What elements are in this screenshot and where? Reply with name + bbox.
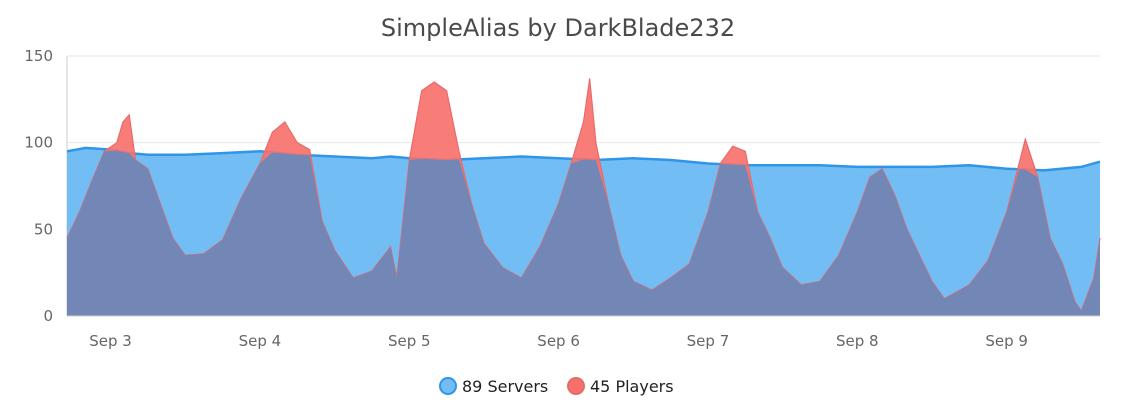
series-overlap-area — [67, 150, 1100, 316]
chart-title: SimpleAlias by DarkBlade232 — [381, 14, 735, 42]
legend-swatch-servers — [439, 377, 457, 395]
y-tick-label: 150 — [24, 47, 53, 65]
x-tick-label: Sep 9 — [985, 332, 1028, 350]
series-line-players — [66, 78, 1101, 313]
x-tick-label: Sep 5 — [388, 332, 431, 350]
y-tick-label: 50 — [34, 220, 53, 238]
legend-label-players: 45 Players — [590, 377, 674, 396]
y-tick-label: 0 — [43, 307, 53, 325]
series-line-servers — [66, 146, 1101, 172]
x-tick-label: Sep 4 — [239, 332, 282, 350]
legend-swatch-players — [567, 377, 585, 395]
x-tick-label: Sep 6 — [537, 332, 580, 350]
legend-label-servers: 89 Servers — [462, 377, 548, 396]
legend: 89 Servers 45 Players — [439, 377, 674, 396]
x-tick-label: Sep 7 — [687, 332, 730, 350]
legend-item-servers[interactable]: 89 Servers — [439, 377, 548, 396]
legend-item-players[interactable]: 45 Players — [567, 377, 674, 396]
x-tick-label: Sep 8 — [836, 332, 879, 350]
x-tick-label: Sep 3 — [89, 332, 132, 350]
y-tick-label: 100 — [24, 134, 53, 152]
x-axis: Sep 3 Sep 4 Sep 5 Sep 6 Sep 7 Sep 8 Sep 9 — [67, 315, 1100, 350]
plot-area — [66, 78, 1101, 316]
